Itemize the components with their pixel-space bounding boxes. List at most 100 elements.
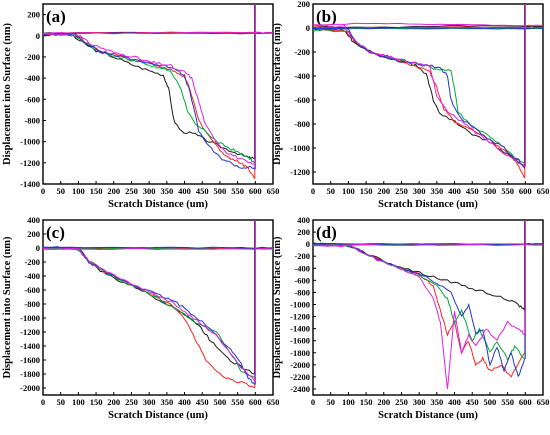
x-tick-label: 100 xyxy=(342,397,355,407)
plot-frame xyxy=(312,3,544,185)
y-tick-label: -1600 xyxy=(20,355,40,365)
x-axis-label: Scratch Distance (um) xyxy=(378,199,478,210)
x-tick-label: 650 xyxy=(537,186,550,196)
x-tick-label: 400 xyxy=(448,397,461,407)
x-axis-label: Scratch Distance (um) xyxy=(108,410,208,421)
y-tick-label: -1800 xyxy=(290,348,310,358)
y-tick-label: 400 xyxy=(297,215,310,225)
y-axis-label: Displacement into Surface (nm) xyxy=(272,22,283,165)
x-tick-label: 300 xyxy=(413,186,426,196)
x-tick-label: 50 xyxy=(326,186,335,196)
y-tick-label: -1400 xyxy=(20,179,40,189)
x-tick-label: 0 xyxy=(41,186,45,196)
x-tick-label: 450 xyxy=(196,186,209,196)
x-tick-label: 50 xyxy=(326,397,335,407)
panel-label: (b) xyxy=(316,7,337,26)
x-tick-label: 550 xyxy=(231,397,244,407)
y-tick-label: -1600 xyxy=(290,336,310,346)
y-tick-label: -200 xyxy=(294,47,310,57)
x-tick-label: 100 xyxy=(342,186,355,196)
y-tick-label: -2000 xyxy=(290,360,310,370)
scratch-depth-line xyxy=(313,242,526,378)
x-tick-label: 250 xyxy=(125,397,138,407)
x-tick-label: 0 xyxy=(311,186,315,196)
x-tick-label: 500 xyxy=(214,397,227,407)
y-tick-label: -2200 xyxy=(290,372,310,382)
x-tick-label: 50 xyxy=(56,397,65,407)
surface-profile-line xyxy=(313,243,543,247)
x-tick-label: 450 xyxy=(466,397,479,407)
panel-3: 0 50 100 150 200 250 300 350 400 450 500 550 600 650 4… xyxy=(2,215,279,421)
x-tick-label: 250 xyxy=(125,186,138,196)
surface-profile-line xyxy=(313,22,543,27)
x-tick-label: 0 xyxy=(41,397,45,407)
y-tick-label: -1200 xyxy=(20,158,40,168)
y-tick-label: -400 xyxy=(294,263,310,273)
x-tick-label: 300 xyxy=(413,397,426,407)
x-tick-label: 400 xyxy=(178,397,191,407)
y-tick-label: 200 xyxy=(297,0,310,9)
y-tick-label: -800 xyxy=(294,119,310,129)
x-tick-label: 0 xyxy=(311,397,315,407)
y-tick-label: -1800 xyxy=(20,369,40,379)
x-tick-label: 450 xyxy=(196,397,209,407)
scratch-depth-line xyxy=(43,246,255,375)
x-tick-label: 600 xyxy=(249,186,262,196)
x-tick-label: 250 xyxy=(395,397,408,407)
x-tick-label: 500 xyxy=(484,397,497,407)
panel-label: (d) xyxy=(316,223,337,242)
panel-label: (a) xyxy=(46,7,66,26)
data-lines xyxy=(313,220,543,390)
y-tick-label: -400 xyxy=(24,271,40,281)
y-tick-label: 200 xyxy=(27,229,40,239)
x-tick-label: 100 xyxy=(72,186,85,196)
panel-label: (c) xyxy=(46,223,65,242)
x-tick-label: 50 xyxy=(56,186,65,196)
scratch-depth-line xyxy=(43,32,256,179)
x-tick-label: 150 xyxy=(90,186,103,196)
y-tick-label: -1400 xyxy=(290,324,310,334)
y-tick-label: -600 xyxy=(24,94,40,104)
x-tick-label: 400 xyxy=(178,186,191,196)
scratch-depth-line xyxy=(43,32,255,164)
x-tick-label: 550 xyxy=(501,186,514,196)
x-axis-label: Scratch Distance (um) xyxy=(108,199,208,210)
y-tick-label: 0 xyxy=(306,239,310,249)
x-tick-label: 650 xyxy=(267,186,280,196)
y-tick-label: -800 xyxy=(24,299,40,309)
x-tick-label: 650 xyxy=(537,397,550,407)
data-lines xyxy=(43,220,273,389)
scratch-depth-line xyxy=(43,33,255,166)
y-tick-label: -2000 xyxy=(20,383,40,393)
panel-2: 0 50 100 150 200 250 300 350 400 450 500 550 600 650 2… xyxy=(272,0,549,210)
x-tick-label: 550 xyxy=(231,186,244,196)
y-tick-label: -1000 xyxy=(290,143,310,153)
plot-frame xyxy=(42,219,274,396)
y-tick-label: -1200 xyxy=(20,327,40,337)
x-tick-label: 350 xyxy=(430,186,443,196)
x-tick-label: 600 xyxy=(249,397,262,407)
y-tick-label: 0 xyxy=(36,243,40,253)
y-tick-label: -1000 xyxy=(20,313,40,323)
scratch-depth-line xyxy=(313,244,525,390)
scratch-depth-line xyxy=(43,247,255,378)
x-tick-label: 600 xyxy=(519,186,532,196)
x-tick-label: 250 xyxy=(395,186,408,196)
surface-profile-line xyxy=(43,31,273,34)
y-tick-label: -800 xyxy=(24,115,40,125)
y-tick-label: -400 xyxy=(24,73,40,83)
x-tick-label: 400 xyxy=(448,186,461,196)
x-tick-label: 200 xyxy=(377,186,390,196)
x-tick-label: 150 xyxy=(90,397,103,407)
y-tick-label: 400 xyxy=(27,215,40,225)
surface-profile-line xyxy=(43,246,273,249)
x-tick-label: 150 xyxy=(360,186,373,196)
plot-frame xyxy=(312,219,544,396)
x-tick-label: 500 xyxy=(214,186,227,196)
panel-4: 0 50 100 150 200 250 300 350 400 450 500 550 600 650 4… xyxy=(272,215,549,421)
scratch-depth-line xyxy=(313,26,526,179)
x-tick-label: 500 xyxy=(484,186,497,196)
x-tick-label: 300 xyxy=(143,186,156,196)
surface-profile-line xyxy=(313,27,543,30)
